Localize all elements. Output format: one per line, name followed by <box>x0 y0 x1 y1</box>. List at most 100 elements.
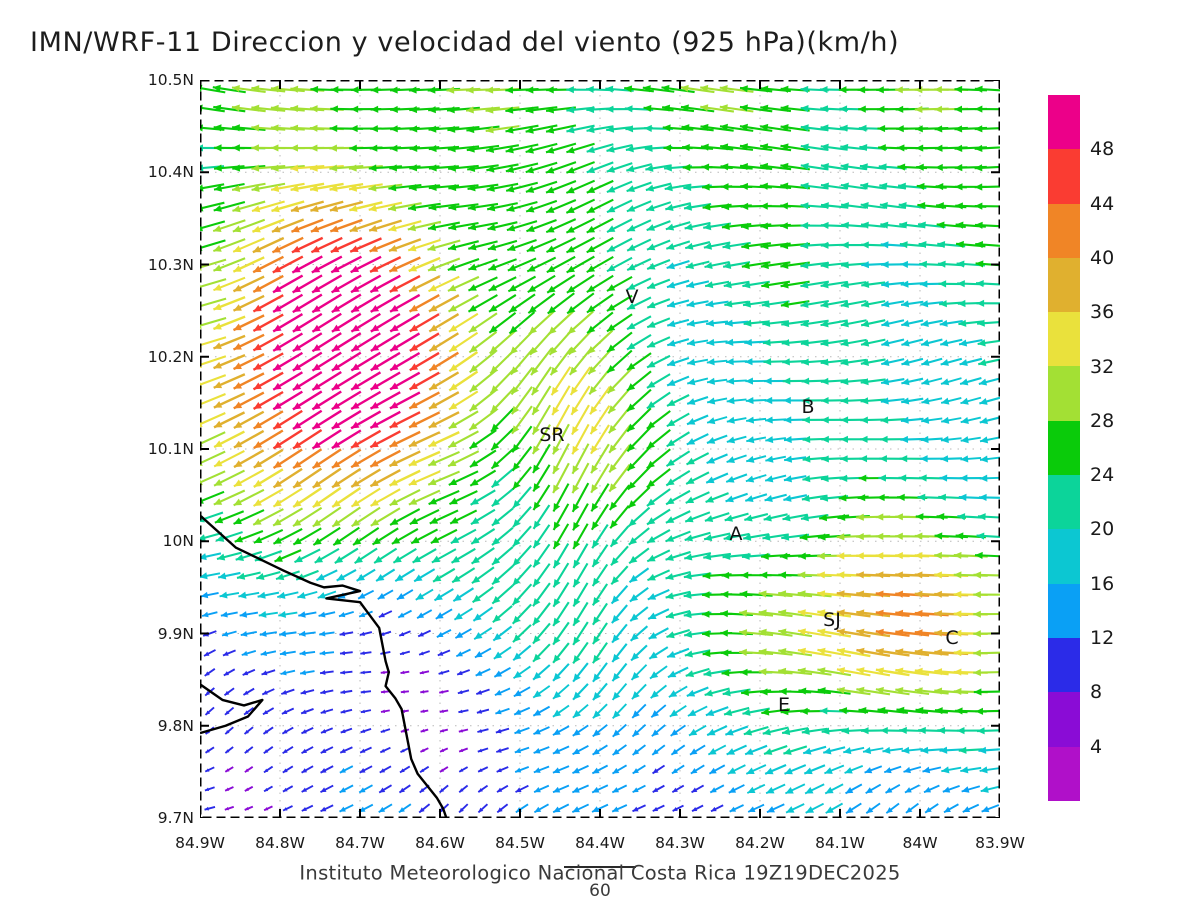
wind-vector-head <box>938 261 946 268</box>
wind-vector-head <box>895 86 903 93</box>
x-tick-label: 84W <box>875 834 965 852</box>
colorbar-tick-label: 32 <box>1090 356 1114 378</box>
wind-vector-head <box>859 125 867 132</box>
wind-vector-head <box>977 727 985 734</box>
wind-vector-head <box>349 165 357 172</box>
y-tick-label: 9.8N <box>108 717 194 735</box>
wind-vector-head <box>741 572 749 579</box>
wind-vector-head <box>760 183 768 190</box>
wind-vector-head <box>900 455 908 462</box>
wind-vector-head <box>760 222 768 229</box>
wind-vector-head <box>213 225 221 232</box>
wind-vector-head <box>341 729 346 733</box>
wind-vector-head <box>329 165 337 172</box>
reference-vector-value: 60 <box>589 881 611 901</box>
wind-vector-head <box>818 533 826 540</box>
wind-vector-head <box>329 145 337 152</box>
wind-vector-head <box>409 106 417 113</box>
colorbar-tick-label: 20 <box>1090 518 1114 540</box>
wind-vector-head <box>663 144 671 151</box>
wind-vector-head <box>841 727 849 734</box>
wind-vector-head <box>820 105 828 112</box>
wind-vector-head <box>865 767 873 773</box>
colorbar-band <box>1048 149 1080 203</box>
wind-vector-head <box>429 164 437 171</box>
wind-vector-head <box>606 106 614 113</box>
wind-vector-head <box>939 300 947 307</box>
wind-vector-head <box>466 87 474 94</box>
wind-vector-head <box>975 125 983 132</box>
wind-vector-head <box>980 475 988 482</box>
x-tick-label: 83.9W <box>955 834 1045 852</box>
colorbar-band <box>1048 475 1080 529</box>
wind-vector-head <box>878 144 886 151</box>
wind-vector-head <box>428 87 436 94</box>
wind-vector-head <box>744 339 752 346</box>
wind-vector-head <box>764 748 772 755</box>
wind-vector-head <box>975 203 983 210</box>
wind-vector-head <box>251 124 259 131</box>
wind-vector-head <box>876 590 884 597</box>
wind-vector-head <box>605 86 613 93</box>
wind-vector-head <box>976 280 984 287</box>
wind-vector-head <box>722 572 730 579</box>
wind-vector-head <box>915 610 923 617</box>
wind-vector-head <box>707 437 715 444</box>
colorbar-tick-label: 28 <box>1090 410 1114 432</box>
wind-vector-head <box>800 242 808 249</box>
colorbar-tick-label: 8 <box>1090 681 1102 703</box>
wind-vector-head <box>934 552 942 559</box>
wind-vector-head <box>468 264 476 271</box>
colorbar-band <box>1048 584 1080 638</box>
wind-vector-head <box>975 222 983 229</box>
wind-vector-head <box>841 397 849 404</box>
wind-vector-head <box>701 164 709 171</box>
wind-vector-head <box>682 144 690 151</box>
wind-vector-head <box>361 729 366 733</box>
wind-vector-head <box>896 106 904 113</box>
wind-vector-head <box>978 747 986 754</box>
wind-vector-head <box>973 571 981 578</box>
colorbar-tick-label: 40 <box>1090 247 1114 269</box>
wind-vector-head <box>478 749 483 753</box>
wind-vector-head <box>232 165 240 172</box>
wind-vector-head <box>720 610 728 617</box>
wind-vector-head <box>938 494 946 501</box>
colorbar-band <box>1048 95 1080 149</box>
wind-vector-head <box>778 571 786 578</box>
wind-vector-head <box>546 86 554 93</box>
wind-vector-head <box>760 572 768 579</box>
wind-vector-head <box>310 86 318 93</box>
wind-vector-head <box>627 185 635 192</box>
wind-vector-head <box>915 533 923 540</box>
y-tick-label: 10N <box>108 532 194 550</box>
wind-vector-head <box>586 86 594 93</box>
wind-vector-head <box>895 513 903 520</box>
wind-vector-head <box>251 144 259 151</box>
wind-vector-head <box>803 436 811 443</box>
wind-vector-head <box>318 592 326 599</box>
wind-vector-head <box>271 144 279 151</box>
wind-vector-head <box>726 495 734 502</box>
wind-vector-head <box>683 164 691 171</box>
wind-vector-head <box>409 164 417 171</box>
wind-vector-head <box>706 709 714 716</box>
wind-vector-head <box>941 766 949 773</box>
wind-vector-head <box>726 378 734 385</box>
wind-vector-head <box>625 125 633 132</box>
colorbar-band <box>1048 692 1080 746</box>
wind-vector-head <box>370 125 378 132</box>
y-tick-label: 10.2N <box>108 348 194 366</box>
wind-vector-head <box>726 476 734 483</box>
colorbar-band <box>1048 529 1080 583</box>
wind-vector-head <box>957 280 965 287</box>
wind-vector-head <box>721 203 729 210</box>
wind-vector-head <box>877 125 885 132</box>
wind-vector-head <box>746 397 754 404</box>
wind-vector-head <box>746 436 754 443</box>
wind-vector-head <box>759 668 767 675</box>
wind-vector-head <box>784 436 792 443</box>
wind-vector-head <box>494 652 502 659</box>
wind-vector-head <box>727 456 735 463</box>
wind-vector-head <box>429 126 437 133</box>
